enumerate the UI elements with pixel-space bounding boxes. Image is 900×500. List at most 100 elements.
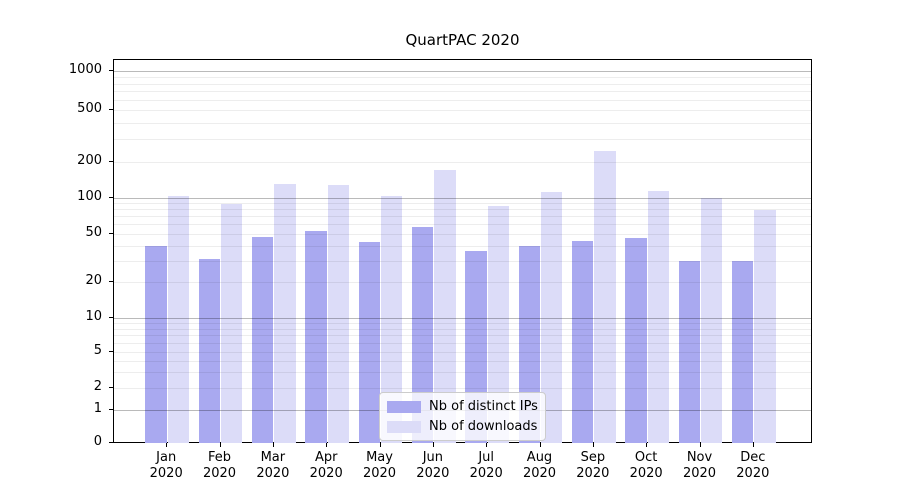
minor-gridline xyxy=(114,328,811,330)
legend-entry-distinct-ips: Nb of distinct IPs xyxy=(387,399,538,414)
y-tick-label: 2 xyxy=(93,379,102,394)
legend-entry-downloads: Nb of downloads xyxy=(387,419,537,434)
minor-gridline xyxy=(114,388,811,389)
minor-gridline xyxy=(114,209,811,211)
x-axis-tick xyxy=(699,443,701,447)
bar-distinct-ips-jun xyxy=(412,227,434,443)
y-tick-label: 10 xyxy=(85,309,102,324)
x-tick-label: May 2020 xyxy=(362,450,397,481)
bar-downloads-mar xyxy=(274,183,296,443)
y-axis-tick xyxy=(109,317,113,318)
x-axis-tick xyxy=(219,443,221,447)
x-axis-tick xyxy=(646,443,648,447)
x-axis-tick xyxy=(592,443,594,447)
bar-downloads-jan xyxy=(167,196,190,443)
bar-distinct-ips-may xyxy=(358,241,380,443)
bar-distinct-ips-sep xyxy=(571,240,594,443)
bar-distinct-ips-mar xyxy=(252,237,274,443)
minor-gridline xyxy=(114,203,811,205)
y-tick-label: 50 xyxy=(85,225,102,240)
minor-gridline xyxy=(114,234,811,235)
minor-gridline xyxy=(114,245,811,247)
bar-downloads-sep xyxy=(594,150,616,443)
bar-distinct-ips-jan xyxy=(145,245,167,443)
minor-gridline xyxy=(114,360,811,362)
legend-swatch-distinct-ips xyxy=(387,400,421,413)
y-tick-label: 200 xyxy=(77,153,102,168)
bar-distinct-ips-apr xyxy=(305,230,327,443)
minor-gridline xyxy=(114,91,811,93)
legend: Nb of distinct IPs Nb of downloads xyxy=(379,392,546,441)
minor-gridline xyxy=(114,122,811,124)
y-tick-label: 5 xyxy=(93,343,102,358)
x-tick-label: Jun 2020 xyxy=(416,450,450,481)
y-tick-label: 20 xyxy=(85,273,102,288)
x-tick-label: Nov 2020 xyxy=(682,450,717,481)
bar-downloads-may xyxy=(381,195,403,443)
x-tick-label: Aug 2020 xyxy=(522,450,557,481)
minor-gridline xyxy=(114,76,811,78)
chart-title: QuartPAC 2020 xyxy=(405,31,520,49)
y-tick-label: 0 xyxy=(93,434,102,449)
major-gridline xyxy=(114,318,811,319)
plot-area: Nb of distinct IPs Nb of downloads xyxy=(113,59,812,443)
minor-gridline xyxy=(114,99,811,101)
bar-downloads-oct xyxy=(647,191,670,443)
x-axis-tick xyxy=(432,443,434,447)
bar-downloads-jul xyxy=(487,206,510,443)
y-tick-label: 1000 xyxy=(68,62,102,77)
bar-downloads-apr xyxy=(327,184,350,443)
bar-distinct-ips-nov xyxy=(678,260,700,443)
x-axis-tick xyxy=(486,443,488,447)
y-axis-tick xyxy=(109,70,113,71)
minor-gridline xyxy=(114,162,811,163)
y-axis-tick xyxy=(109,161,113,162)
bar-distinct-ips-feb xyxy=(198,259,220,443)
x-axis-tick xyxy=(272,443,274,447)
minor-gridline xyxy=(114,343,811,345)
minor-gridline xyxy=(114,138,811,140)
bar-downloads-aug xyxy=(541,192,563,443)
minor-gridline xyxy=(114,335,811,337)
x-tick-label: Jan 2020 xyxy=(149,450,183,481)
bar-downloads-jun xyxy=(434,170,456,443)
x-tick-label: Sep 2020 xyxy=(576,450,610,481)
y-axis-tick xyxy=(109,281,113,282)
x-tick-label: Feb 2020 xyxy=(202,450,237,481)
bar-downloads-nov xyxy=(701,197,723,443)
minor-gridline xyxy=(114,323,811,325)
y-tick-label: 1 xyxy=(93,401,102,416)
x-tick-label: Apr 2020 xyxy=(309,450,343,481)
x-tick-label: Dec 2020 xyxy=(736,450,770,481)
y-axis-tick xyxy=(109,233,113,234)
y-axis-tick xyxy=(109,351,113,352)
minor-gridline xyxy=(114,372,811,374)
bar-distinct-ips-oct xyxy=(625,238,647,443)
y-axis-tick xyxy=(109,409,113,410)
x-tick-label: Oct 2020 xyxy=(629,450,663,481)
x-axis-tick xyxy=(539,443,541,447)
legend-label-downloads: Nb of downloads xyxy=(429,419,538,434)
bar-downloads-dec xyxy=(754,209,776,443)
y-axis-tick xyxy=(109,387,113,388)
y-axis-tick xyxy=(109,442,113,443)
x-axis-tick xyxy=(379,443,381,447)
major-gridline xyxy=(114,71,811,72)
minor-gridline xyxy=(114,352,811,353)
minor-gridline xyxy=(114,282,811,283)
minor-gridline xyxy=(114,260,811,262)
minor-gridline xyxy=(114,224,811,226)
x-tick-label: Jul 2020 xyxy=(469,450,503,481)
y-tick-label: 100 xyxy=(77,188,102,204)
x-axis-tick xyxy=(166,443,168,447)
legend-swatch-downloads xyxy=(387,420,421,433)
y-axis-tick xyxy=(109,109,113,110)
minor-gridline xyxy=(114,110,811,111)
minor-gridline xyxy=(114,83,811,85)
x-tick-label: Mar 2020 xyxy=(256,450,290,481)
y-axis-tick xyxy=(109,196,113,198)
major-gridline xyxy=(114,197,811,199)
x-axis-tick xyxy=(752,443,754,447)
legend-label-distinct-ips: Nb of distinct IPs xyxy=(429,399,538,414)
